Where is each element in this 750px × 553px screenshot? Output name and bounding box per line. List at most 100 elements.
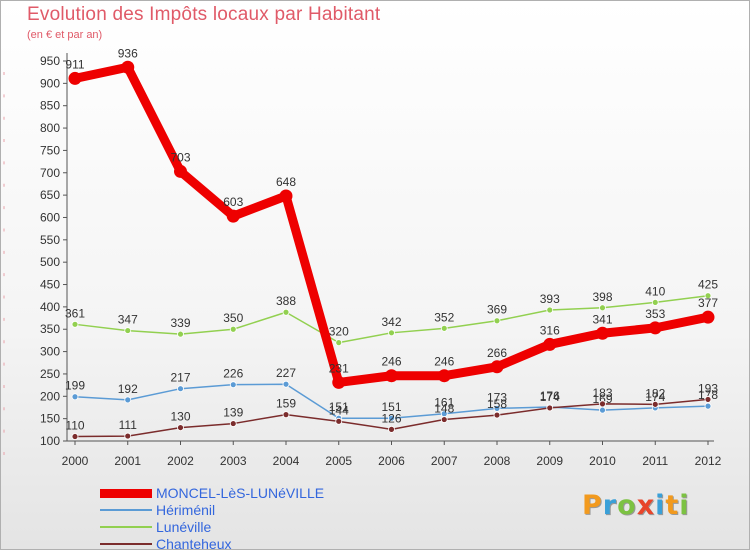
data-label: 246 bbox=[434, 355, 454, 369]
x-tick-label: 2003 bbox=[220, 454, 247, 468]
data-point bbox=[599, 406, 606, 414]
data-point bbox=[335, 417, 343, 425]
legend-entry: Chanteheux bbox=[100, 536, 420, 553]
y-tick-label: 300 bbox=[40, 345, 60, 359]
logo-letter: x bbox=[636, 490, 656, 521]
data-point bbox=[282, 380, 290, 388]
y-tick-label: 700 bbox=[40, 166, 60, 180]
data-label: 161 bbox=[434, 396, 454, 410]
data-point bbox=[388, 425, 395, 433]
data-point bbox=[177, 424, 184, 431]
series-3: 110 111 130 139 159 144 126 148 158 174 183 182 193 bbox=[65, 381, 718, 440]
data-label: 217 bbox=[170, 371, 190, 385]
data-point bbox=[124, 327, 132, 334]
y-tick-label: 400 bbox=[40, 300, 60, 314]
data-label: 353 bbox=[645, 307, 665, 321]
y-tick-label: 600 bbox=[40, 210, 60, 224]
data-point bbox=[437, 369, 451, 383]
data-point bbox=[701, 310, 715, 324]
data-label: 227 bbox=[276, 366, 296, 380]
y-tick-label: 250 bbox=[40, 367, 60, 381]
legend-swatch bbox=[100, 488, 152, 498]
data-label: 158 bbox=[487, 397, 507, 411]
legend-label: Lunéville bbox=[156, 519, 212, 535]
y-tick-label: 750 bbox=[40, 143, 60, 157]
data-label: 410 bbox=[645, 284, 665, 298]
x-tick-label: 2006 bbox=[378, 454, 405, 468]
data-point bbox=[599, 304, 606, 312]
data-label: 347 bbox=[118, 313, 138, 327]
data-label: 388 bbox=[276, 294, 296, 308]
logo-letter: i bbox=[679, 490, 690, 521]
legend-label: MONCEL-LèS-LUNéVILLE bbox=[156, 485, 325, 501]
x-tick-label: 2000 bbox=[62, 454, 89, 468]
data-point bbox=[704, 402, 712, 410]
data-label: 226 bbox=[223, 367, 243, 381]
x-tick-label: 2012 bbox=[695, 454, 722, 468]
data-point bbox=[546, 404, 554, 412]
data-point bbox=[651, 299, 659, 306]
data-point bbox=[226, 209, 240, 223]
data-point bbox=[71, 433, 79, 440]
legend-entry: Lunéville bbox=[100, 519, 420, 536]
y-tick-label: 850 bbox=[40, 99, 60, 113]
data-point bbox=[493, 411, 501, 419]
data-label: 183 bbox=[592, 386, 612, 400]
x-tick-label: 2009 bbox=[536, 454, 563, 468]
data-point bbox=[282, 308, 290, 316]
data-label: 339 bbox=[170, 316, 190, 330]
x-tick-label: 2011 bbox=[642, 454, 668, 468]
x-tick-label: 2002 bbox=[167, 454, 194, 468]
data-point bbox=[229, 381, 237, 389]
data-label: 192 bbox=[118, 382, 138, 396]
data-label: 130 bbox=[170, 410, 190, 424]
data-label: 648 bbox=[276, 175, 296, 189]
legend-label: Chanteheux bbox=[156, 536, 232, 552]
data-label: 350 bbox=[223, 311, 243, 325]
data-label: 341 bbox=[592, 312, 612, 326]
x-tick-label: 2001 bbox=[114, 454, 141, 468]
data-label: 110 bbox=[65, 419, 84, 433]
data-label: 139 bbox=[223, 406, 243, 420]
data-point bbox=[493, 404, 501, 412]
logo-letter: t bbox=[665, 490, 680, 521]
data-point bbox=[546, 306, 554, 314]
data-point bbox=[124, 396, 132, 404]
proxiti-logo: Proxiti bbox=[582, 490, 690, 521]
data-label: 320 bbox=[329, 325, 349, 339]
logo-letter: r bbox=[602, 490, 618, 521]
data-point bbox=[648, 321, 662, 335]
data-label: 703 bbox=[170, 150, 190, 164]
legend-swatch bbox=[100, 509, 152, 511]
data-point bbox=[599, 400, 606, 408]
data-point bbox=[177, 330, 184, 338]
data-label: 174 bbox=[540, 390, 560, 404]
data-point bbox=[68, 71, 82, 85]
data-point bbox=[174, 164, 187, 178]
logo-letter: o bbox=[617, 490, 637, 521]
data-point bbox=[704, 396, 712, 403]
data-label: 144 bbox=[329, 403, 349, 417]
data-label: 174 bbox=[645, 390, 665, 404]
y-tick-label: 650 bbox=[40, 188, 60, 202]
legend-swatch bbox=[100, 543, 152, 545]
chart-subtitle: (en € et par an) bbox=[27, 29, 103, 41]
data-point bbox=[388, 414, 395, 422]
y-tick-label: 200 bbox=[40, 389, 60, 403]
y-tick-label: 150 bbox=[40, 412, 60, 426]
data-point bbox=[388, 329, 395, 337]
data-point bbox=[177, 385, 184, 393]
logo-letter: i bbox=[655, 490, 666, 521]
y-tick-label: 450 bbox=[40, 278, 60, 292]
data-label: 151 bbox=[381, 400, 401, 414]
y-tick-label: 100 bbox=[40, 434, 60, 448]
data-label: 176 bbox=[540, 389, 560, 403]
series-2: 361 347 339 350 388 320 342 352 369 393 398 410 425 bbox=[65, 278, 718, 347]
data-point bbox=[332, 375, 346, 389]
legend: MONCEL-LèS-LUNéVILLE Hériménil Lunéville Ch… bbox=[100, 485, 420, 553]
data-point bbox=[543, 337, 557, 351]
data-label: 178 bbox=[698, 388, 718, 402]
y-tick-label: 500 bbox=[40, 255, 60, 269]
x-tick-label: 2007 bbox=[431, 454, 458, 468]
data-label: 369 bbox=[487, 303, 507, 317]
